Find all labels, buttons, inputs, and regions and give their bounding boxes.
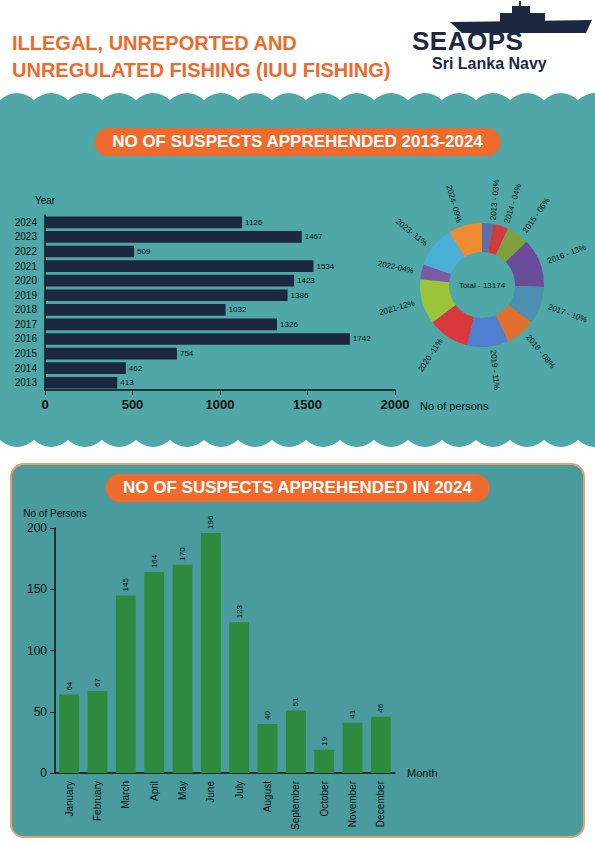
svg-text:2019 - 11%: 2019 - 11% [489,349,502,390]
svg-text:413: 413 [120,378,134,387]
svg-text:1032: 1032 [229,305,247,314]
svg-text:1423: 1423 [297,276,315,285]
svg-text:1500: 1500 [293,397,322,412]
svg-text:509: 509 [137,247,151,256]
svg-text:2015 - 06%: 2015 - 06% [521,196,552,235]
svg-text:50: 50 [34,705,48,719]
svg-text:2017: 2017 [15,319,38,330]
svg-text:19: 19 [320,736,329,745]
svg-text:46: 46 [376,703,385,712]
html-text:Sri Lanka Navy: Sri Lanka Navy [432,55,547,72]
svg-text:100: 100 [27,644,47,658]
svg-text:51: 51 [291,697,300,706]
svg-text:Month: Month [407,767,438,779]
svg-text:1326: 1326 [280,320,298,329]
svg-text:2023: 2023 [15,231,38,242]
svg-text:2016: 2016 [15,333,38,344]
svg-text:41: 41 [348,709,357,718]
svg-text:2021-12%: 2021-12% [378,298,416,317]
svg-text:2013 - 03%: 2013 - 03% [489,179,502,221]
svg-text:0: 0 [41,397,48,412]
svg-text:1000: 1000 [206,397,235,412]
svg-text:2022-04%: 2022-04% [377,259,415,276]
svg-text:2015: 2015 [15,348,38,359]
svg-text:2014 - 04%: 2014 - 04% [502,183,523,225]
svg-text:No of persons: No of persons [420,400,489,412]
svg-text:2020 -11%: 2020 -11% [416,337,445,374]
svg-text:145: 145 [121,577,130,591]
svg-text:March: March [120,781,131,809]
html-text:NO OF SUSPECTS APPREHENDED 201: NO OF SUSPECTS APPREHENDED 2013-2024 [112,132,483,151]
svg-text:2024- 09%: 2024- 09% [444,184,463,224]
html-text:NO OF SUSPECTS APPREHENDED IN: NO OF SUSPECTS APPREHENDED IN 2024 [123,478,472,497]
svg-text:754: 754 [180,349,194,358]
svg-text:October: October [319,780,330,816]
svg-text:Total - 13174: Total - 13174 [459,281,506,290]
svg-text:1126: 1126 [245,218,263,227]
svg-text:40: 40 [263,711,272,720]
svg-text:0: 0 [40,766,47,780]
svg-text:200: 200 [27,521,47,535]
svg-text:164: 164 [150,554,159,568]
svg-text:July: July [234,781,245,799]
svg-text:2000: 2000 [381,397,410,412]
svg-text:2020: 2020 [15,275,38,286]
svg-text:1386: 1386 [291,291,309,300]
svg-text:170: 170 [178,547,187,561]
svg-text:123: 123 [235,604,244,618]
svg-text:196: 196 [206,515,215,529]
svg-text:2017 - 10%: 2017 - 10% [547,302,589,324]
svg-text:462: 462 [129,364,143,373]
svg-text:1467: 1467 [305,232,323,241]
svg-text:2013: 2013 [15,377,38,388]
svg-text:500: 500 [122,397,144,412]
svg-text:May: May [177,781,188,800]
svg-text:Year: Year [35,195,56,206]
svg-text:2016 - 13%: 2016 - 13% [546,243,587,266]
svg-text:2018: 2018 [15,304,38,315]
svg-text:1534: 1534 [316,262,334,271]
svg-text:2024: 2024 [15,217,38,228]
svg-text:2023- 11%: 2023- 11% [394,217,429,248]
svg-text:2022: 2022 [15,246,38,257]
svg-text:2018 - 08%: 2018 - 08% [524,333,557,370]
html-text:SEAOPS: SEAOPS [412,26,524,56]
svg-text:150: 150 [27,582,47,596]
svg-text:August: August [262,781,273,812]
svg-text:December: December [375,780,386,827]
svg-text:November: November [347,780,358,827]
svg-text:64: 64 [65,681,74,690]
svg-text:2021: 2021 [15,261,38,272]
svg-text:2014: 2014 [15,363,38,374]
html-text:ILLEGAL, UNREPORTED AND UNREGU: ILLEGAL, UNREPORTED AND UNREGULATED FISH… [12,32,391,81]
svg-text:September: September [290,780,301,830]
svg-text:January: January [64,781,75,817]
svg-text:2019: 2019 [15,290,38,301]
svg-text:February: February [92,781,103,821]
svg-text:April: April [149,781,160,801]
svg-text:1742: 1742 [353,334,371,343]
svg-text:67: 67 [93,677,102,686]
svg-text:June: June [205,781,216,803]
svg-text:No of Persons: No of Persons [23,508,86,519]
